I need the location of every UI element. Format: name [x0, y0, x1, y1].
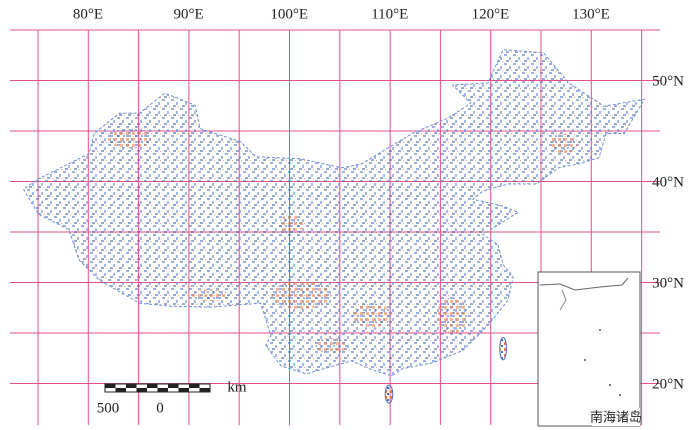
longitude-label: 80°E [73, 6, 103, 22]
dense-area [352, 303, 392, 327]
scale-check [147, 384, 158, 388]
latitude-label: 30°N [652, 275, 684, 291]
dense-area [315, 338, 347, 354]
dense-area [437, 297, 469, 333]
longitude-label: 120°E [472, 6, 510, 22]
latitude-label: 20°N [652, 376, 684, 392]
scale-check [105, 384, 116, 388]
latitude-label: 50°N [652, 73, 684, 89]
dense-area [107, 129, 151, 149]
scale-check [126, 384, 137, 388]
scale-label: 500 [97, 400, 120, 416]
scale-label: 0 [156, 400, 164, 416]
longitude-label: 110°E [371, 6, 408, 22]
inset-label: 南海诸岛 [590, 410, 642, 426]
scale-check [137, 388, 148, 392]
dense-area [279, 214, 303, 234]
scale-check [116, 388, 127, 392]
longitude-label: 100°E [270, 6, 308, 22]
map: 南海诸岛 500 0 km 80°E 90°E 100°E 110°E 120°E 130… [0, 0, 690, 430]
scale-check [200, 388, 211, 392]
island [500, 337, 507, 359]
scale-check [168, 384, 179, 388]
scale-bar: 500 0 km [97, 379, 247, 416]
scale-unit: km [227, 379, 247, 395]
longitude-label: 90°E [174, 6, 204, 22]
latitude-label: 40°N [652, 174, 684, 190]
inset-map: 南海诸岛 [538, 272, 642, 426]
scale-check [179, 388, 190, 392]
dense-area [271, 281, 331, 309]
scale-check [189, 384, 200, 388]
scale-check [158, 388, 169, 392]
dense-area [192, 289, 228, 301]
island [385, 385, 393, 403]
longitude-label: 130°E [572, 6, 610, 22]
dense-area [550, 134, 578, 154]
